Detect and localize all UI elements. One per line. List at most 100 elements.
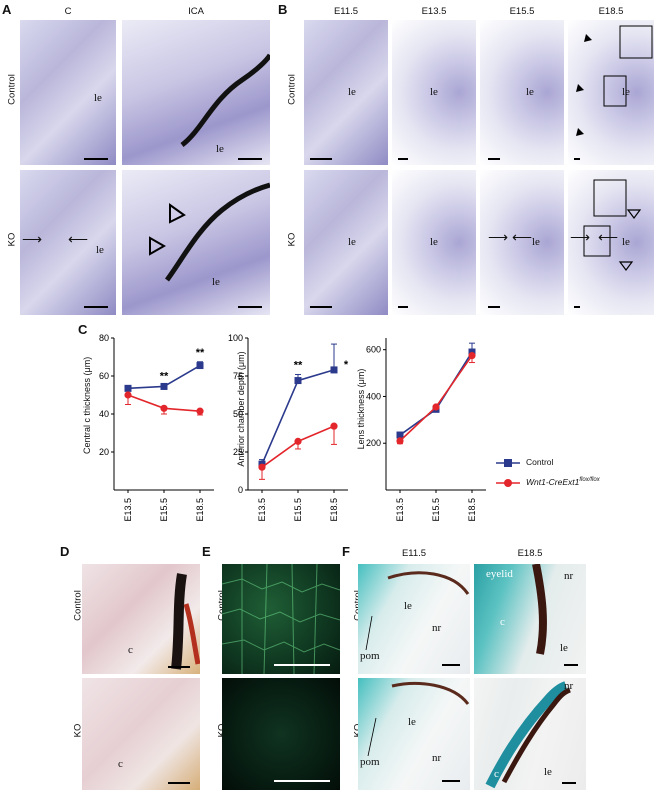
panel-a-row-control: Control [6, 74, 18, 105]
legend-control-marker [496, 459, 520, 467]
panel-f-letter: F [342, 544, 350, 559]
scale-bar [442, 780, 460, 782]
cell-membrane-pattern [222, 564, 340, 674]
x-tick-label: E13.5 [257, 498, 267, 522]
y-tick-label: 400 [366, 391, 381, 401]
significance-marker: ** [196, 347, 205, 359]
pigment-layer [365, 571, 470, 651]
data-point [160, 404, 168, 412]
panel-b-col-e11: E11.5 [333, 6, 359, 17]
label-c: c [118, 758, 123, 770]
panel-a-row-ko: KO [6, 232, 18, 247]
chart-legend: Control Wnt1-CreExt1flox/flox [494, 457, 654, 497]
pigment-layer [367, 681, 470, 757]
label-c: c [500, 616, 505, 628]
scale-bar [274, 780, 330, 782]
panel-e-letter: E [202, 544, 211, 559]
panel-f-ko-e11-image: le nr pom [358, 678, 470, 790]
panel-b-control-e15-image: le [480, 20, 564, 165]
chart-central-c-thickness: 20 40 60 80 E13.5 E15.5 E18.5 ** ** [99, 333, 214, 522]
arrow-right-icon: ⟶ [22, 231, 43, 247]
panel-a-col-ica: ICA [188, 6, 204, 17]
arrow-left-icon: ⟵ [68, 231, 89, 247]
data-point [196, 407, 204, 415]
label-nr: nr [564, 680, 574, 692]
panel-b-col-e13: E13.5 [421, 6, 447, 17]
label-le: le [622, 236, 630, 248]
scale-bar [442, 664, 460, 666]
data-point [258, 463, 266, 471]
significance-marker: * [344, 359, 349, 371]
x-tick-label: E18.5 [329, 498, 339, 522]
y-tick-label: 0 [238, 485, 243, 495]
panel-b-control-e11-image: le [304, 20, 388, 165]
scale-bar [310, 306, 332, 308]
label-le: le [348, 236, 356, 248]
label-le: le [212, 276, 220, 288]
data-point [330, 366, 338, 374]
data-point [124, 391, 132, 399]
panel-b-row-ko: KO [286, 232, 298, 247]
y-tick-label: 100 [228, 333, 243, 343]
panel-a-ko-ica-image: le [122, 170, 270, 315]
panel-f-col-e11: E11.5 [401, 548, 427, 559]
series-line [399, 351, 473, 436]
label-pom: pom [360, 756, 380, 768]
panel-d-control-image: c [82, 564, 200, 674]
y-tick-label: 600 [366, 345, 381, 355]
scale-bar [574, 158, 580, 160]
data-point [432, 403, 440, 411]
panel-b-ko-e18-image: le ⟶ ⟵ [568, 170, 654, 315]
panel-c-letter: C [78, 322, 88, 337]
arrow-right-icon: ⟶ [570, 229, 591, 245]
pigment-layer [149, 182, 270, 282]
chart-lens-thickness: 200 400 600 E13.5 E15.5 E18.5 [366, 338, 486, 522]
x-tick-label: E15.5 [431, 498, 441, 522]
panel-f-control-e18-image: eyelid nr c le [474, 564, 586, 674]
scale-bar [168, 782, 190, 784]
panel-b-row-control: Control [286, 74, 298, 105]
scale-bar [574, 306, 580, 308]
panel-f-control-e11-image: le nr pom [358, 564, 470, 674]
label-le: le [216, 143, 224, 155]
x-tick-label: E18.5 [195, 498, 205, 522]
legend-ko-superscript: flox/flox [579, 477, 600, 484]
pigment-layer [532, 564, 547, 655]
significance-marker: ** [294, 359, 303, 371]
scale-bar [488, 306, 500, 308]
panel-a-control-ica-image: le [122, 20, 270, 165]
label-le: le [430, 86, 438, 98]
label-le: le [96, 244, 104, 256]
y-tick-label: 20 [99, 447, 109, 457]
data-point [160, 382, 168, 390]
label-pom: pom [360, 650, 380, 662]
data-point [396, 431, 404, 439]
scale-bar [84, 158, 108, 160]
arrow-left-icon: ⟵ [598, 229, 619, 245]
x-tick-label: E15.5 [159, 498, 169, 522]
y-tick-label: 75 [233, 371, 243, 381]
pigment-layer [171, 573, 200, 670]
panel-a-col-c: C [64, 6, 72, 17]
annotation-layer [583, 179, 642, 271]
x-tick-label: E13.5 [395, 498, 405, 522]
panel-b-ko-e15-image: ⟶ ⟵ le [480, 170, 564, 315]
scale-bar [398, 306, 408, 308]
pigment-layer [485, 681, 571, 789]
y-tick-label: 60 [99, 371, 109, 381]
panel-b-control-e18-image: le [568, 20, 654, 165]
panel-f-ko-e18-image: nr c le [474, 678, 586, 790]
label-le: le [532, 236, 540, 248]
panel-d-ko-image: c [82, 678, 200, 790]
data-point [294, 377, 302, 385]
label-nr: nr [564, 570, 574, 582]
label-le: le [430, 236, 438, 248]
label-c: c [494, 768, 499, 780]
y-tick-label: 200 [366, 438, 381, 448]
scale-bar [310, 158, 332, 160]
label-le: le [94, 92, 102, 104]
data-point [330, 422, 338, 430]
y-tick-label: 25 [233, 447, 243, 457]
panel-b-col-e15: E15.5 [509, 6, 535, 17]
